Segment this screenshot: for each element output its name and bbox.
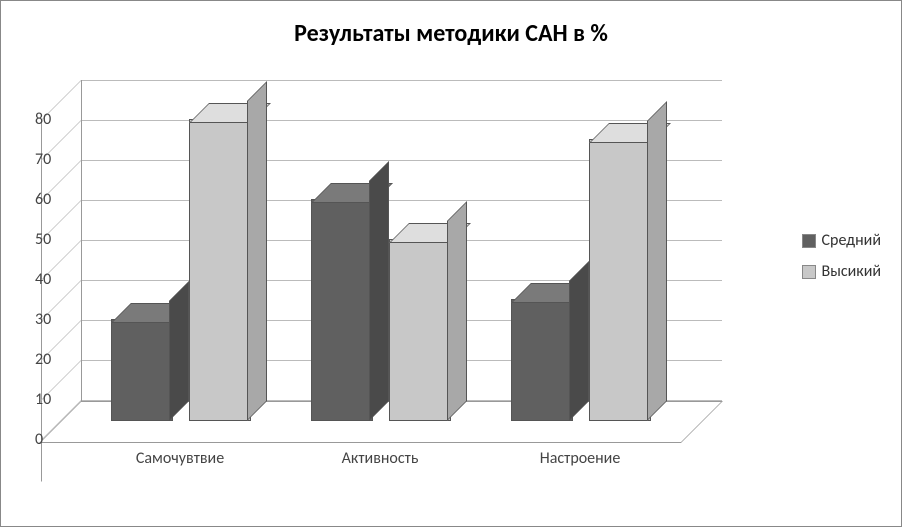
ytick-label: 80 [35,110,51,129]
bar-front [189,119,251,421]
bar-side [169,281,189,421]
ytick-label: 50 [35,230,51,249]
chart-container: Результаты методики САН в % 0 10 20 30 40 50 6… [0,0,902,527]
ytick-label: 60 [35,190,51,209]
ytick-label: 70 [35,150,51,169]
bars-layer [81,81,721,441]
legend-item-0: Средний [802,231,882,250]
chart-title: Результаты методики САН в % [1,1,901,48]
plot-wrap: 0 10 20 30 40 50 60 70 80 Самочувтвие Активность На… [31,81,751,501]
bar-side [569,261,589,421]
bar [189,121,249,421]
bar [511,301,571,421]
xtick-label: Самочувтвие [136,449,224,468]
ytick-label: 20 [35,350,51,369]
legend-swatch-1 [802,265,816,279]
bar [111,321,171,421]
bar-front [111,319,173,421]
xtick-label: Настроение [540,449,621,468]
bar-side [447,201,467,421]
legend: Средний Высикий [802,231,882,293]
legend-label-0: Средний [822,231,881,250]
plot-area: 01020304050607080СамочувтвиеАктивностьНа… [81,81,721,441]
legend-item-1: Высикий [802,262,882,281]
xtick-label: Активность [342,449,419,468]
bar-front [389,239,451,421]
bar [389,241,449,421]
bar-front [511,299,573,421]
bar-side [369,161,389,421]
ytick-label: 10 [35,390,51,409]
bar-front [311,199,373,421]
ytick-label: 40 [35,270,51,289]
bar-front [589,139,651,421]
bar [311,201,371,421]
bar-side [247,81,267,421]
ytick-label: 30 [35,310,51,329]
ytick-label: 0 [35,430,43,449]
bar [589,141,649,421]
legend-swatch-0 [802,234,816,248]
legend-label-1: Высикий [822,262,882,281]
bar-side [647,101,667,421]
